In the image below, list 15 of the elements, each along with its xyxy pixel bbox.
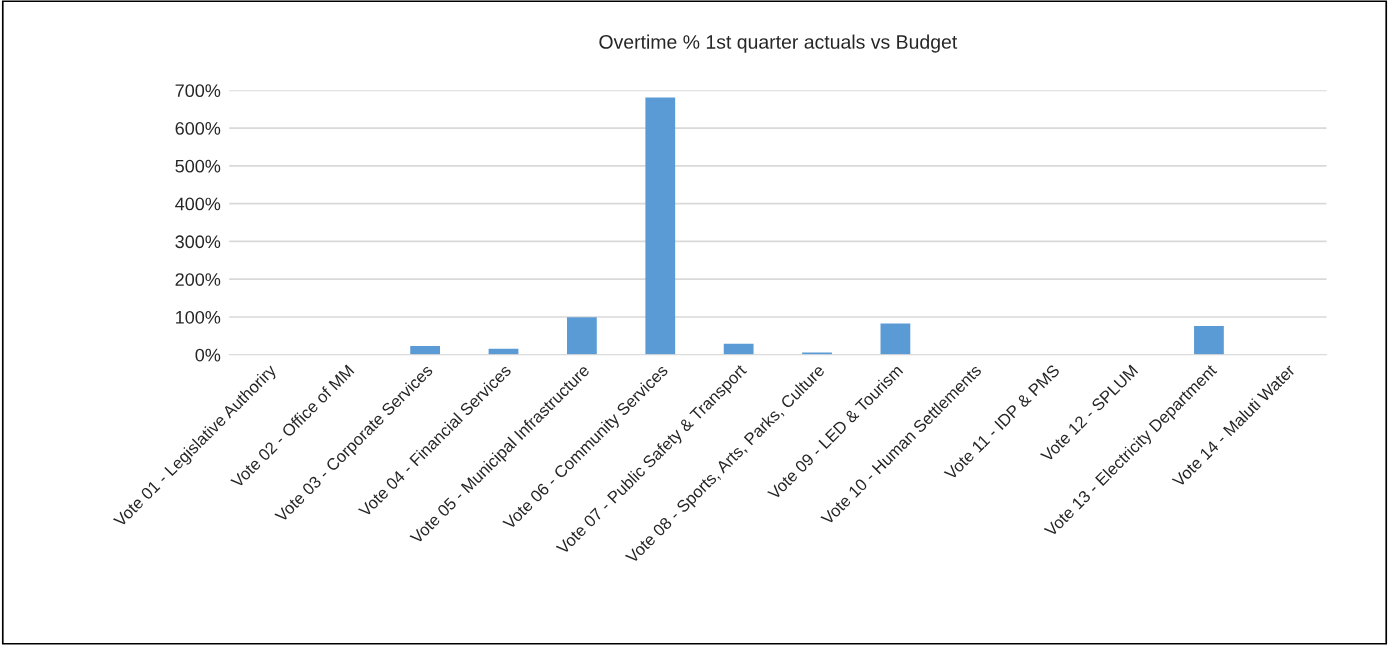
y-tick-label: 300% (175, 235, 221, 249)
y-tick-label: 200% (175, 273, 221, 286)
y-tick-label: 100% (176, 310, 221, 324)
bar (723, 343, 754, 355)
y-tick-label: 600% (175, 122, 221, 135)
bar (1194, 326, 1224, 355)
bar (567, 317, 597, 355)
bar (880, 323, 911, 355)
y-tick-label: 0% (195, 348, 221, 362)
y-tick-label: 400% (175, 197, 221, 211)
y-tick-label: 500% (175, 159, 221, 173)
y-tick-label: 700% (175, 84, 221, 98)
bar (645, 97, 676, 355)
bar (410, 346, 441, 355)
chart-title: Overtime % 1st quarter actuals vs Budget (599, 34, 958, 53)
